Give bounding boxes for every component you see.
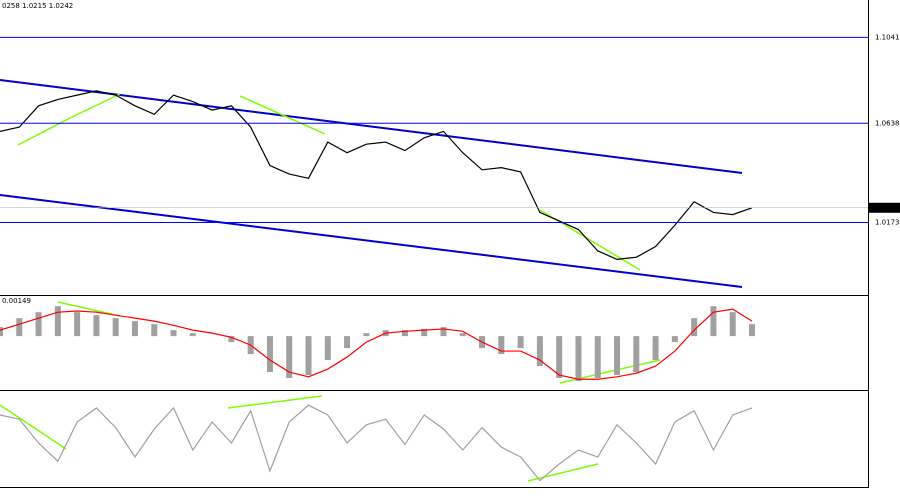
macd-bar — [401, 330, 408, 337]
macd-bar — [459, 333, 466, 337]
macd-bar — [517, 336, 524, 349]
macd-bar — [286, 336, 293, 379]
macd-bar — [729, 312, 736, 337]
channel-lower — [0, 194, 743, 288]
macd-bar — [536, 336, 543, 367]
macd-bar — [170, 330, 177, 337]
level-value: 1.0173 — [875, 218, 900, 226]
macd-bar — [112, 318, 119, 337]
macd-bar — [691, 318, 698, 337]
macd-bar — [16, 318, 23, 337]
labels: 1.1041 1.0638 1.0173 1.0242 — [868, 33, 900, 226]
macd-bar — [74, 312, 81, 337]
macd-bar — [363, 333, 370, 337]
macd-bar — [594, 336, 601, 379]
level-value: 1.0638 — [875, 119, 900, 127]
macd-bar — [710, 306, 717, 337]
macd-bar — [0, 327, 3, 337]
macd-bar — [344, 336, 351, 349]
macd-bar — [54, 306, 61, 337]
macd-header: 0.00149 — [2, 297, 31, 305]
signal-line — [0, 308, 753, 380]
macd-bar — [749, 324, 755, 337]
macd-bar — [440, 327, 447, 337]
macd-bar — [614, 336, 621, 376]
macd-bar — [498, 336, 505, 355]
cci-line — [0, 404, 753, 482]
price-header: 0258 1.0215 1.0242 — [2, 2, 73, 10]
macd-bar — [671, 336, 678, 343]
last-price: 1.0242 — [875, 204, 900, 212]
macd-bar — [575, 336, 582, 382]
last-price-box — [868, 202, 900, 213]
macd-bar — [305, 336, 312, 376]
macd-bar — [556, 336, 563, 379]
macd-bar — [93, 315, 100, 337]
macd-bar — [266, 336, 273, 373]
pane-borders — [0, 0, 869, 488]
marks — [0, 36, 868, 482]
macd-bar — [35, 312, 42, 337]
price-line — [0, 90, 753, 260]
channel-upper — [0, 79, 743, 174]
level-value: 1.1041 — [875, 33, 900, 41]
macd-bar — [324, 336, 331, 361]
macd-bar — [228, 336, 235, 343]
macd-bar — [652, 336, 659, 361]
macd-bar — [131, 321, 138, 337]
macd-bar — [189, 333, 196, 337]
macd-bar — [633, 336, 640, 373]
macd-bar — [151, 324, 158, 337]
macd-bar — [421, 328, 428, 337]
